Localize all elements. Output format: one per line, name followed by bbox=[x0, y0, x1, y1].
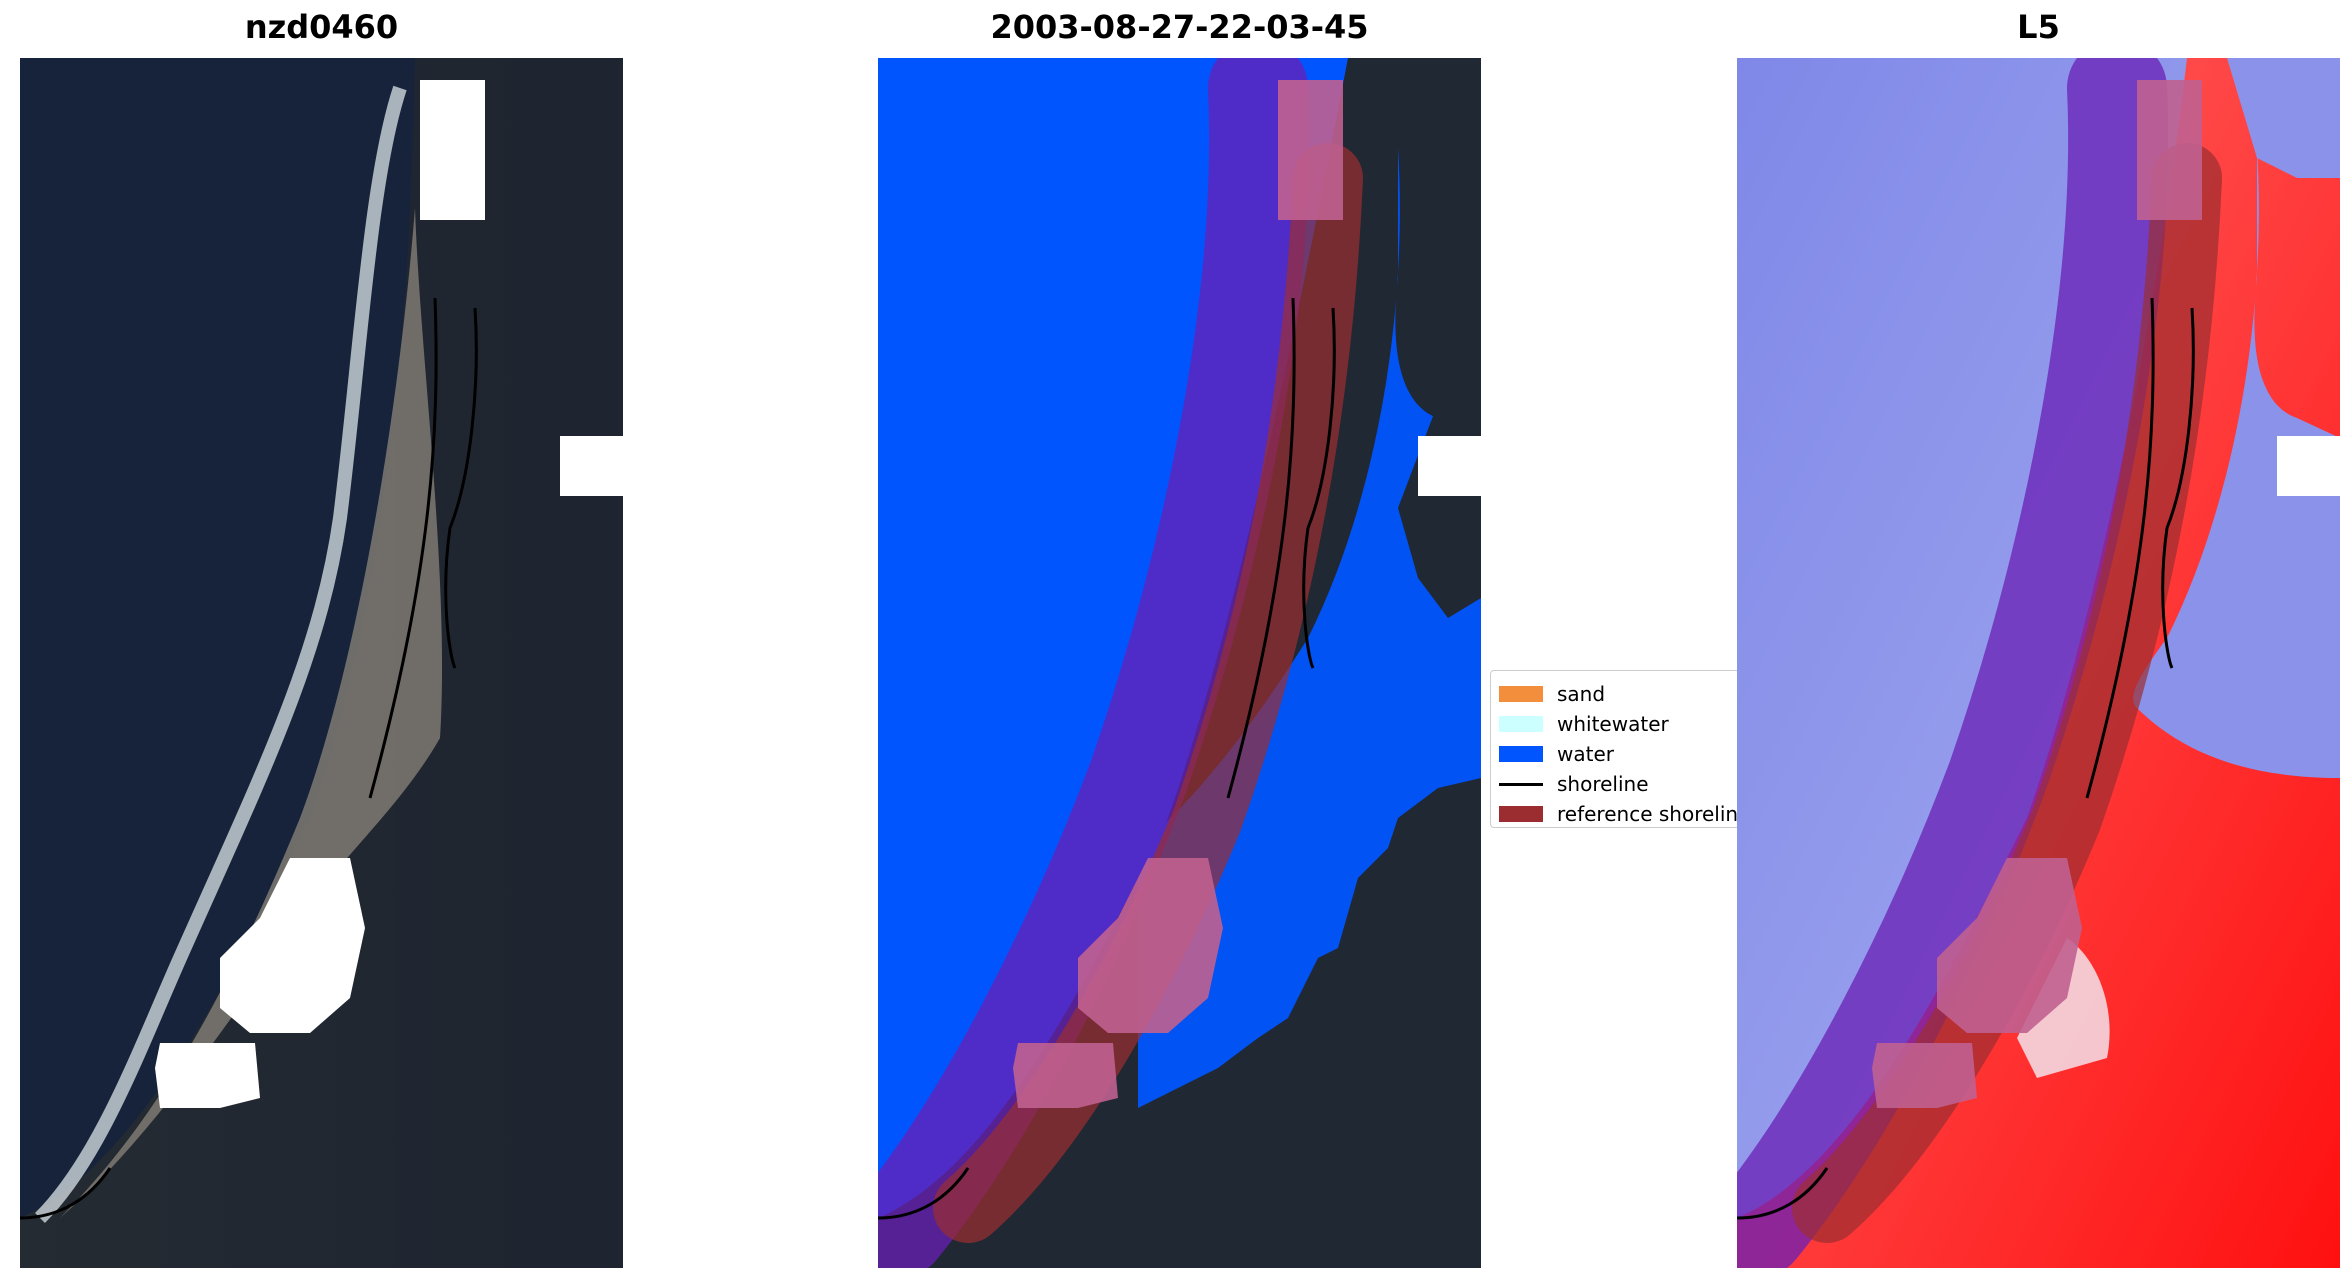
cloud-mask bbox=[2137, 80, 2202, 220]
cloud-mask bbox=[1278, 80, 1343, 220]
legend-swatch bbox=[1499, 782, 1543, 786]
index-image-panel bbox=[1737, 58, 2340, 1268]
legend-label: reference shorelin bbox=[1557, 802, 1739, 826]
shoreline-line-south bbox=[20, 1167, 112, 1220]
buffer-zone bbox=[878, 58, 1310, 1268]
reference-shoreline-band bbox=[933, 143, 1363, 1243]
cloud-mask bbox=[1013, 1043, 1118, 1108]
land-area bbox=[20, 58, 623, 1268]
surf-zone bbox=[35, 85, 407, 1223]
cloud-mask bbox=[1418, 436, 1481, 496]
legend: sand whitewater water shoreline referenc… bbox=[1490, 670, 1740, 828]
cloud-mask bbox=[2277, 436, 2340, 496]
legend-swatch bbox=[1499, 746, 1543, 762]
negative-index-inlet bbox=[2133, 148, 2340, 778]
buffer-zone bbox=[1737, 58, 2169, 1268]
legend-item-reference-shoreline: reference shorelin bbox=[1499, 799, 1739, 827]
rgb-image-panel bbox=[20, 58, 623, 1268]
legend-item-water: water bbox=[1499, 739, 1739, 769]
legend-item-shoreline: shoreline bbox=[1499, 769, 1739, 799]
shoreline-line bbox=[2085, 297, 2155, 799]
cloud-mask bbox=[1078, 858, 1223, 1033]
pale-area bbox=[2017, 938, 2110, 1078]
cloud-mask bbox=[560, 436, 623, 496]
shoreline-line bbox=[1226, 297, 1296, 799]
shoreline-line-south bbox=[1737, 1167, 1829, 1220]
classified-image-panel bbox=[878, 58, 1481, 1268]
shoreline-line-east bbox=[2161, 307, 2195, 669]
shoreline-line-east bbox=[1302, 307, 1336, 669]
negative-index-inlet bbox=[2227, 58, 2340, 178]
sand-beach bbox=[60, 208, 443, 1218]
legend-label: whitewater bbox=[1557, 712, 1669, 736]
cloud-mask bbox=[1937, 858, 2082, 1033]
panel-title-classified: 2003-08-27-22-03-45 bbox=[990, 8, 1369, 46]
cloud-mask bbox=[420, 80, 485, 220]
legend-label: water bbox=[1557, 742, 1614, 766]
cloud-mask bbox=[220, 858, 365, 1033]
legend-swatch bbox=[1499, 716, 1543, 732]
shoreline-line bbox=[368, 297, 438, 799]
panel-title-rgb: nzd0460 bbox=[244, 8, 399, 46]
legend-swatch bbox=[1499, 686, 1543, 702]
cloud-mask bbox=[155, 1043, 260, 1108]
legend-item-sand: sand bbox=[1499, 679, 1739, 709]
cloud-mask bbox=[1872, 1043, 1977, 1108]
shoreline-line-east bbox=[444, 307, 478, 669]
panel-title-index: L5 bbox=[2017, 8, 2060, 46]
legend-swatch bbox=[1499, 806, 1543, 822]
legend-label: shoreline bbox=[1557, 772, 1649, 796]
shoreline-line-south bbox=[878, 1167, 970, 1220]
reference-shoreline-band bbox=[1792, 143, 2222, 1243]
legend-item-whitewater: whitewater bbox=[1499, 709, 1739, 739]
legend-label: sand bbox=[1557, 682, 1606, 706]
